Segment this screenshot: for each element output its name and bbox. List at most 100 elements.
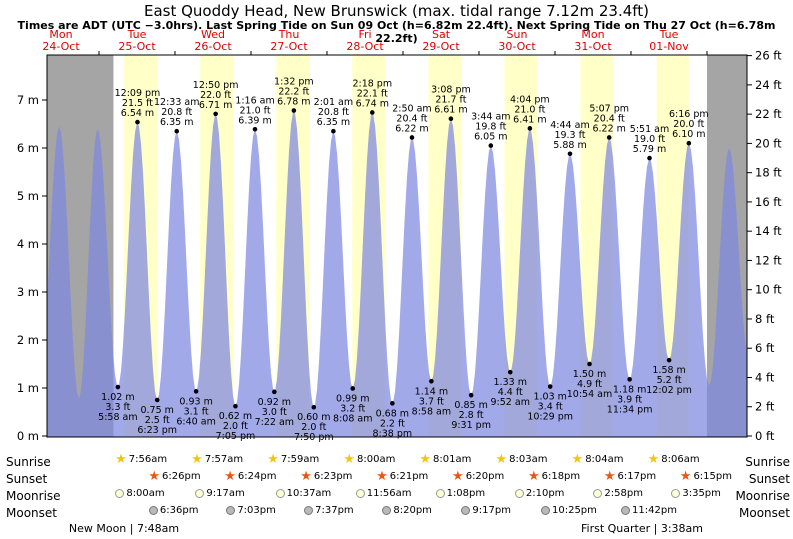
sun-moon-time: 6:15pm: [693, 471, 732, 482]
tide-annotation: 2:50 am 20.4 ft 6.22 m: [392, 103, 431, 134]
y-axis-label-m: 4 m: [17, 237, 39, 251]
sun-moon-time: 11:56am: [366, 488, 412, 499]
sunset-icon: ★: [224, 469, 236, 484]
tide-annotation: 1.02 m 3.3 ft 5:58 am: [98, 392, 137, 423]
y-axis-label-ft: 20 ft: [755, 136, 782, 150]
tide-extreme-dot: [154, 397, 160, 403]
moonrise-icon: [593, 489, 603, 498]
sun-moon-time: 7:37pm: [315, 505, 354, 516]
sun-moon-time: 6:20pm: [465, 471, 505, 482]
y-axis-label-m: 7 m: [17, 93, 39, 107]
sunrise-row-label-right: Sunrise: [745, 455, 790, 469]
moonrise-entry: 10:37am: [275, 488, 332, 499]
y-axis-label-ft: 2 ft: [755, 400, 775, 414]
tide-extreme-dot: [213, 111, 218, 117]
sunrise-icon: ★: [647, 452, 660, 467]
tide-extreme-dot: [666, 357, 672, 363]
y-axis-label-m: 2 m: [17, 333, 39, 347]
sun-moon-time: 7:57am: [204, 454, 244, 465]
day-label: Wed 26-Oct: [194, 28, 232, 53]
tide-annotation: 3:44 am 19.8 ft 6.05 m: [471, 112, 510, 143]
moonrise-entry: 2:10pm: [514, 488, 565, 499]
sun-moon-time: 2:58pm: [604, 488, 643, 499]
sunset-icon: ★: [527, 469, 540, 484]
tide-extreme-dot: [507, 369, 513, 375]
tide-extreme-dot: [272, 389, 277, 395]
sunrise-entry: ★ 7:59am: [267, 453, 320, 466]
moonrise-entry: 3:35pm: [671, 488, 721, 499]
tide-extreme-dot: [135, 119, 140, 125]
sunrise-icon: ★: [495, 452, 508, 467]
sunset-entry: ★ 6:15pm: [680, 470, 732, 483]
sun-moon-time: 8:00am: [126, 488, 165, 499]
sun-moon-time: 7:56am: [128, 454, 168, 465]
tide-annotation: 1:32 pm 22.2 ft 6.78 m: [274, 77, 314, 108]
tide-annotation: 1.58 m 5.2 ft 12:02 pm: [646, 365, 692, 396]
tide-extreme-dot: [587, 361, 592, 367]
tide-annotation: 12:50 pm 22.0 ft 6.71 m: [193, 80, 239, 111]
moonset-icon: [621, 506, 631, 515]
moonrise-entry: 11:56am: [355, 488, 412, 499]
tide-annotation: 0.62 m 2.0 ft 7:05 pm: [216, 411, 256, 442]
tide-extreme-dot: [448, 116, 454, 122]
day-label: Mon 24-Oct: [42, 28, 80, 53]
y-axis-label-ft: 26 ft: [755, 49, 782, 63]
sunset-icon: ★: [603, 469, 616, 484]
tide-curve: [47, 111, 747, 437]
tide-annotation: 1.18 m 3.9 ft 11:34 pm: [607, 384, 653, 415]
moonrise-entry: 9:17am: [195, 488, 245, 499]
sun-moon-time: 8:06am: [661, 454, 700, 465]
y-axis-label-ft: 22 ft: [755, 107, 782, 121]
tide-extreme-dot: [547, 384, 553, 389]
sunset-entry: ★ 6:18pm: [527, 469, 581, 484]
y-axis-label-ft: 6 ft: [755, 341, 775, 355]
tide-extreme-dot: [174, 128, 180, 134]
sunrise-icon: ★: [571, 452, 584, 467]
sun-moon-time: 7:59am: [280, 454, 320, 465]
sunset-icon: ★: [452, 469, 464, 484]
sunrise-entry: ★ 8:06am: [647, 452, 700, 467]
sun-moon-time: 6:18pm: [541, 471, 581, 482]
tide-annotation: 4:44 am 19.3 ft 5.88 m: [550, 120, 589, 151]
sunset-entry: ★ 6:21pm: [376, 469, 428, 484]
sunset-icon: ★: [300, 469, 312, 484]
tide-extreme-dot: [686, 140, 692, 146]
tide-extreme-dot: [233, 403, 238, 409]
tide-extreme-dot: [409, 135, 415, 140]
tide-annotation: 0.60 m 2.0 ft 7:50 pm: [294, 412, 334, 443]
y-axis-label-m: 3 m: [17, 285, 39, 299]
tide-annotation: 1.03 m 3.4 ft 10:29 pm: [527, 392, 573, 423]
sunset-row-label-right: Sunset: [748, 472, 790, 486]
moonset-icon: [304, 506, 314, 515]
tide-annotation: 1.33 m 4.4 ft 9:52 am: [491, 377, 530, 408]
day-label: Tue 25-Oct: [118, 28, 156, 53]
sunrise-entry: ★ 7:56am: [115, 453, 168, 466]
sunset-entry: ★ 6:26pm: [148, 469, 200, 484]
moonset-icon: [461, 506, 471, 515]
tide-extreme-dot: [193, 389, 199, 394]
sunset-icon: ★: [148, 469, 161, 484]
sunset-icon: ★: [376, 469, 388, 484]
sun-moon-time: 8:00am: [356, 454, 396, 465]
moonset-icon: [540, 506, 550, 515]
tide-annotation: 6:16 pm 20.0 ft 6.10 m: [669, 109, 709, 140]
sun-moon-time: 2:10pm: [525, 488, 565, 499]
y-axis-label-ft: 0 ft: [755, 429, 775, 443]
sun-moon-time: 8:20pm: [393, 505, 432, 516]
moonset-entry: 11:42pm: [621, 505, 677, 516]
tide-annotation: 12:33 am 20.8 ft 6.35 m: [154, 97, 199, 128]
tide-annotation: 3:08 pm 21.7 ft 6.61 m: [431, 85, 471, 116]
tide-extreme-dot: [527, 126, 533, 131]
y-axis-label-ft: 18 ft: [755, 166, 782, 180]
sun-moon-time: 10:37am: [286, 488, 332, 499]
chart-border: [46, 54, 748, 438]
tide-extreme-dot: [488, 143, 494, 148]
moon-phase-new-moon: New Moon | 7:48am: [68, 522, 180, 535]
tide-annotation: 4:04 pm 21.0 ft 6.41 m: [510, 94, 550, 125]
day-label: Sun 30-Oct: [498, 28, 536, 53]
moonrise-icon: [275, 489, 285, 498]
moonrise-entry: 1:08pm: [435, 488, 485, 499]
sunset-entry: ★ 6:17pm: [603, 469, 656, 484]
moonset-entry: 7:37pm: [304, 505, 354, 516]
